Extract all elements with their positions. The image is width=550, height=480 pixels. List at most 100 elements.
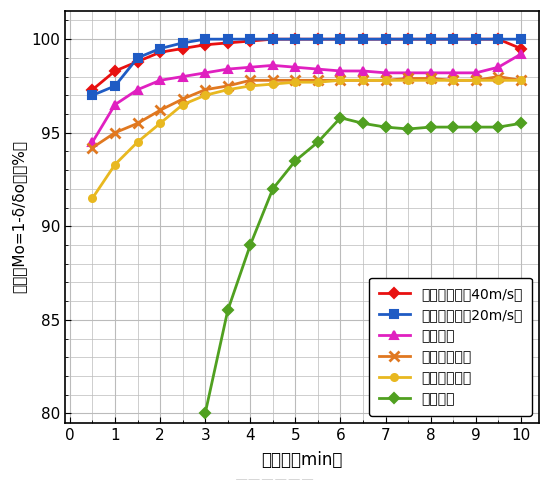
Ｗ型容器回転 <box>179 96 186 102</box>
X-axis label: 時間　［min］: 時間 ［min］ <box>261 451 343 469</box>
ＦＭミキサ（40m/s） <box>382 36 389 42</box>
Ｗ型容器回転 <box>337 77 344 83</box>
ナウタ型 <box>315 66 321 72</box>
ＦＭミキサ（20m/s） <box>337 36 344 42</box>
ＦＭミキサ（40m/s） <box>202 42 208 48</box>
ＦＭミキサ（40m/s） <box>179 46 186 51</box>
Ｗ型容器回転 <box>405 75 411 81</box>
ナウタ型 <box>495 64 502 70</box>
ナウタ型 <box>360 68 366 74</box>
リボン型 <box>382 124 389 130</box>
ＦＭミキサ（40m/s） <box>247 38 254 44</box>
Ｖ型容器回転 <box>179 102 186 108</box>
リボン型 <box>315 139 321 145</box>
ＦＭミキサ（20m/s） <box>427 36 434 42</box>
ＦＭミキサ（20m/s） <box>315 36 321 42</box>
Ｗ型容器回転 <box>202 87 208 93</box>
ＦＭミキサ（20m/s） <box>224 36 231 42</box>
Ｗ型容器回転 <box>495 74 502 80</box>
ＦＭミキサ（40m/s） <box>157 49 163 55</box>
ナウタ型 <box>89 139 96 145</box>
ＦＭミキサ（20m/s） <box>202 36 208 42</box>
Ｖ型容器回転 <box>157 120 163 126</box>
Ｖ型容器回転 <box>224 87 231 93</box>
リボン型 <box>518 120 524 126</box>
Ｖ型容器回転 <box>427 77 434 83</box>
Line: ＦＭミキサ（40m/s）: ＦＭミキサ（40m/s） <box>89 36 524 93</box>
ＦＭミキサ（20m/s） <box>360 36 366 42</box>
Line: Ｖ型容器回転: Ｖ型容器回転 <box>89 77 524 202</box>
ＦＭミキサ（40m/s） <box>472 36 479 42</box>
Ｗ型容器回転 <box>292 77 299 83</box>
Line: リボン型: リボン型 <box>202 114 524 417</box>
ＦＭミキサ（20m/s） <box>157 46 163 51</box>
ＦＭミキサ（40m/s） <box>292 36 299 42</box>
ナウタ型 <box>202 70 208 76</box>
Ｖ型容器回転 <box>247 83 254 89</box>
ナウタ型 <box>518 51 524 57</box>
ＦＭミキサ（40m/s） <box>134 59 141 64</box>
リボン型 <box>337 115 344 120</box>
ＦＭミキサ（40m/s） <box>405 36 411 42</box>
ＦＭミキサ（40m/s） <box>360 36 366 42</box>
ＦＭミキサ（20m/s） <box>405 36 411 42</box>
Ｖ型容器回転 <box>270 81 276 87</box>
Ｗ型容器回転 <box>427 75 434 81</box>
リボン型 <box>292 158 299 164</box>
Ｗ型容器回転 <box>315 77 321 83</box>
Line: ＦＭミキサ（20m/s）: ＦＭミキサ（20m/s） <box>89 35 525 99</box>
ＦＭミキサ（40m/s） <box>495 36 502 42</box>
リボン型 <box>360 120 366 126</box>
Ｗ型容器回転 <box>157 108 163 113</box>
ＦＭミキサ（40m/s） <box>337 36 344 42</box>
ナウタ型 <box>247 64 254 70</box>
Ｗ型容器回転 <box>472 77 479 83</box>
Text: 混合度の比較: 混合度の比較 <box>235 479 315 480</box>
Ｖ型容器回転 <box>112 162 118 168</box>
ナウタ型 <box>427 70 434 76</box>
リボン型 <box>450 124 456 130</box>
ＦＭミキサ（20m/s） <box>112 83 118 89</box>
ナウタ型 <box>405 70 411 76</box>
ＦＭミキサ（20m/s） <box>472 36 479 42</box>
ＦＭミキサ（40m/s） <box>270 36 276 42</box>
リボン型 <box>224 308 231 313</box>
Line: ナウタ型: ナウタ型 <box>89 50 525 146</box>
Y-axis label: 混合度Mo=1-δ/δo　［%］: 混合度Mo=1-δ/δo ［%］ <box>11 141 26 293</box>
ＦＭミキサ（20m/s） <box>179 40 186 46</box>
Ｖ型容器回転 <box>450 77 456 83</box>
ＦＭミキサ（40m/s） <box>89 87 96 93</box>
ＦＭミキサ（40m/s） <box>450 36 456 42</box>
ナウタ型 <box>382 70 389 76</box>
Line: Ｗ型容器回転: Ｗ型容器回転 <box>87 72 526 153</box>
Ｗ型容器回転 <box>450 77 456 83</box>
ＦＭミキサ（20m/s） <box>292 36 299 42</box>
ＦＭミキサ（20m/s） <box>89 93 96 98</box>
Ｖ型容器回転 <box>518 77 524 83</box>
Ｖ型容器回転 <box>360 77 366 83</box>
Ｗ型容器回転 <box>89 145 96 151</box>
ナウタ型 <box>292 64 299 70</box>
ナウタ型 <box>179 74 186 80</box>
Ｖ型容器回転 <box>292 79 299 85</box>
リボン型 <box>405 126 411 132</box>
ＦＭミキサ（20m/s） <box>247 36 254 42</box>
Ｗ型容器回転 <box>224 83 231 89</box>
リボン型 <box>270 186 276 192</box>
ＦＭミキサ（20m/s） <box>518 36 524 42</box>
リボン型 <box>202 410 208 416</box>
ＦＭミキサ（40m/s） <box>112 68 118 74</box>
ＦＭミキサ（40m/s） <box>427 36 434 42</box>
ナウタ型 <box>337 68 344 74</box>
Ｗ型容器回転 <box>270 77 276 83</box>
ナウタ型 <box>224 66 231 72</box>
ＦＭミキサ（20m/s） <box>270 36 276 42</box>
ＦＭミキサ（20m/s） <box>134 55 141 61</box>
Ｗ型容器回転 <box>112 130 118 135</box>
Legend: ＦＭミキサ（40m/s）, ＦＭミキサ（20m/s）, ナウタ型, Ｗ型容器回転, Ｖ型容器回転, リボン型: ＦＭミキサ（40m/s）, ＦＭミキサ（20m/s）, ナウタ型, Ｗ型容器回転… <box>370 277 532 416</box>
リボン型 <box>427 124 434 130</box>
ナウタ型 <box>112 102 118 108</box>
ＦＭミキサ（40m/s） <box>224 40 231 46</box>
ＦＭミキサ（40m/s） <box>315 36 321 42</box>
ＦＭミキサ（20m/s） <box>382 36 389 42</box>
